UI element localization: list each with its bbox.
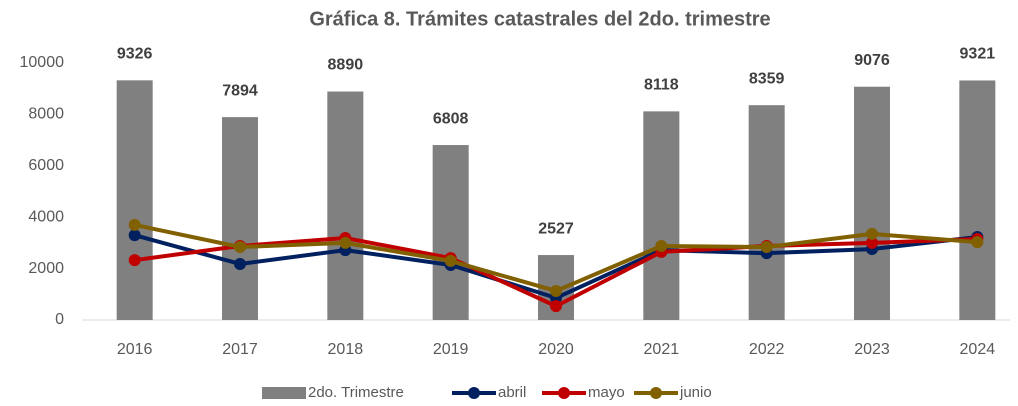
value-label: 8359 xyxy=(749,70,785,87)
value-label: 7894 xyxy=(222,82,258,99)
marker xyxy=(866,236,878,249)
bar xyxy=(748,105,785,320)
x-tick-label: 2019 xyxy=(433,341,469,358)
x-tick-label: 2020 xyxy=(538,341,574,358)
x-tick-label: 2017 xyxy=(222,341,258,358)
marker xyxy=(234,241,246,254)
value-label: 8118 xyxy=(644,77,679,94)
y-tick-label: 10000 xyxy=(20,54,65,71)
legend-label: mayo xyxy=(588,384,625,401)
marker xyxy=(550,284,562,297)
marker xyxy=(760,241,773,254)
value-label: 9326 xyxy=(117,46,153,63)
x-tick-label: 2024 xyxy=(960,341,996,358)
x-tick-label: 2016 xyxy=(117,341,153,358)
y-tick-label: 4000 xyxy=(28,208,64,225)
legend-label: junio xyxy=(679,384,712,401)
value-label: 8890 xyxy=(328,57,364,74)
legend-label: 2do. Trimestre xyxy=(308,384,404,401)
legend-swatch xyxy=(262,387,306,399)
y-tick-label: 0 xyxy=(55,311,64,328)
value-label: 2527 xyxy=(538,220,574,237)
x-tick-label: 2021 xyxy=(644,341,680,358)
legend-label: abril xyxy=(498,384,526,401)
bar xyxy=(959,80,996,320)
marker xyxy=(128,254,141,267)
marker xyxy=(444,254,457,267)
marker xyxy=(339,236,352,249)
marker xyxy=(971,236,984,249)
value-label: 9321 xyxy=(960,46,996,63)
value-label: 9076 xyxy=(854,52,890,69)
legend-swatch xyxy=(650,387,662,399)
marker xyxy=(128,218,141,231)
value-label: 6808 xyxy=(433,110,469,127)
bar xyxy=(854,86,890,321)
x-tick-label: 2022 xyxy=(749,341,785,358)
x-tick-label: 2018 xyxy=(328,341,364,358)
legend-swatch xyxy=(558,387,570,399)
marker xyxy=(128,229,141,242)
y-tick-label: 2000 xyxy=(28,260,64,277)
chart-title: Gráfica 8. Trámites catastrales del 2do.… xyxy=(309,8,770,30)
y-tick-label: 8000 xyxy=(28,106,64,123)
marker xyxy=(866,227,878,240)
marker xyxy=(550,300,562,313)
marker xyxy=(655,239,668,252)
bar xyxy=(432,145,469,320)
y-tick-label: 6000 xyxy=(28,157,64,174)
x-tick-label: 2023 xyxy=(854,341,890,358)
marker xyxy=(234,257,246,270)
bar xyxy=(327,91,364,320)
bar xyxy=(222,117,258,320)
legend-swatch xyxy=(468,387,480,399)
bar xyxy=(116,80,153,320)
bar xyxy=(643,111,680,320)
